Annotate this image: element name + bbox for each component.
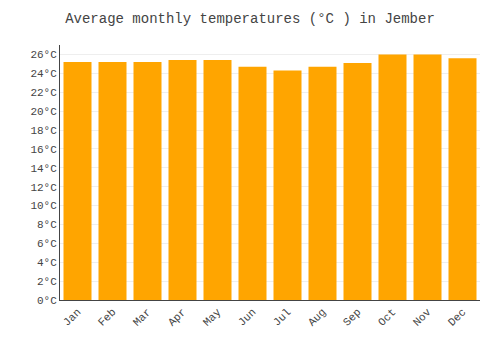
svg-text:12°C: 12°C (30, 182, 57, 194)
svg-text:May: May (201, 306, 224, 329)
svg-text:4°C: 4°C (37, 257, 57, 269)
svg-text:0°C: 0°C (37, 295, 57, 307)
svg-text:20°C: 20°C (30, 106, 57, 118)
svg-text:Aug: Aug (306, 306, 328, 328)
svg-text:Jan: Jan (61, 306, 83, 328)
svg-text:6°C: 6°C (37, 238, 57, 250)
svg-text:18°C: 18°C (30, 125, 57, 137)
svg-text:2°C: 2°C (37, 276, 57, 288)
svg-text:8°C: 8°C (37, 219, 57, 231)
svg-text:Feb: Feb (96, 306, 118, 328)
svg-text:10°C: 10°C (30, 200, 57, 212)
svg-text:16°C: 16°C (30, 144, 57, 156)
svg-text:Jul: Jul (271, 306, 293, 328)
svg-text:Apr: Apr (166, 306, 188, 328)
svg-text:Mar: Mar (131, 306, 153, 328)
svg-text:14°C: 14°C (30, 163, 57, 175)
svg-text:Dec: Dec (446, 306, 468, 328)
svg-text:Sep: Sep (341, 306, 363, 328)
svg-text:Jun: Jun (236, 306, 258, 328)
svg-text:22°C: 22°C (30, 87, 57, 99)
svg-text:26°C: 26°C (30, 49, 57, 61)
svg-text:Average monthly temperatures (: Average monthly temperatures (°C ) in Je… (65, 11, 435, 27)
svg-text:Nov: Nov (411, 306, 434, 329)
svg-text:Oct: Oct (376, 306, 398, 328)
svg-text:24°C: 24°C (30, 68, 57, 80)
